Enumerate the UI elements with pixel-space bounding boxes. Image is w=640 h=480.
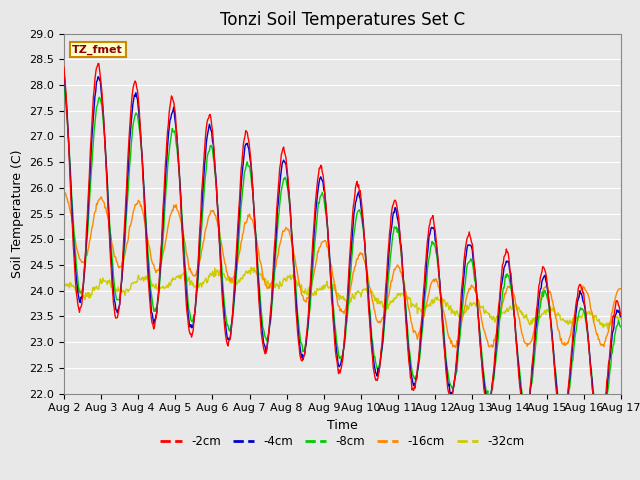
Legend: -2cm, -4cm, -8cm, -16cm, -32cm: -2cm, -4cm, -8cm, -16cm, -32cm bbox=[156, 430, 529, 453]
X-axis label: Time: Time bbox=[327, 419, 358, 432]
Text: TZ_fmet: TZ_fmet bbox=[72, 44, 123, 55]
Y-axis label: Soil Temperature (C): Soil Temperature (C) bbox=[11, 149, 24, 278]
Title: Tonzi Soil Temperatures Set C: Tonzi Soil Temperatures Set C bbox=[220, 11, 465, 29]
